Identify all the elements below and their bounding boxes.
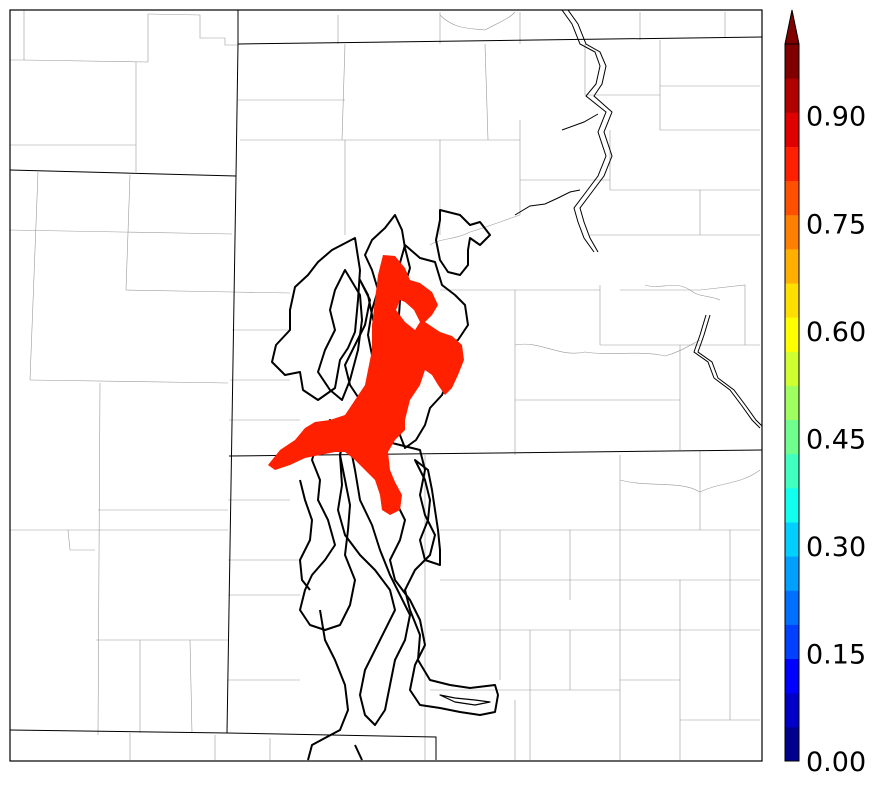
colorbar-extend-arrow bbox=[784, 9, 800, 45]
colorbar-tick-label: 0.15 bbox=[806, 639, 866, 670]
colorbar-frame bbox=[784, 44, 800, 762]
missouri-river bbox=[514, 9, 763, 429]
colorbar-segment bbox=[785, 556, 799, 591]
colorbar-segment bbox=[785, 624, 799, 660]
colorbar-segment bbox=[785, 487, 799, 523]
colorbar-segment bbox=[785, 726, 799, 762]
colorbar-tick-label: 0.60 bbox=[806, 317, 866, 348]
colorbar-segment bbox=[785, 522, 799, 557]
colorbar-segment bbox=[785, 419, 799, 455]
colorbar-segment bbox=[785, 112, 799, 147]
colorbar-segment bbox=[785, 248, 799, 284]
colorbar-segment bbox=[785, 44, 799, 79]
colorbar-segment bbox=[785, 692, 799, 728]
colorbar-segment bbox=[785, 453, 799, 489]
colorbar-tick-label: 0.00 bbox=[806, 747, 866, 778]
colorbar-segment bbox=[785, 385, 799, 421]
colorbar-segment bbox=[785, 351, 799, 386]
colorbar-tick-label: 0.75 bbox=[806, 209, 866, 240]
colorbar-segment bbox=[785, 658, 799, 694]
colorbar-tick-label: 0.90 bbox=[806, 102, 866, 133]
colorbar-segment bbox=[785, 283, 799, 318]
county-boundaries bbox=[9, 10, 761, 760]
colorbar-segment bbox=[785, 317, 799, 352]
colorbar-segment bbox=[785, 78, 799, 113]
colorbar-segment bbox=[785, 214, 799, 250]
colorbar: 0.00 0.15 0.30 0.45 0.60 0.75 0.90 bbox=[784, 9, 866, 778]
colorbar-tick-label: 0.30 bbox=[806, 532, 866, 563]
colorbar-tick-label: 0.45 bbox=[806, 424, 866, 455]
map-frame bbox=[9, 9, 763, 762]
colorbar-segment bbox=[785, 146, 799, 182]
colorbar-segment bbox=[785, 590, 799, 625]
colorbar-segment bbox=[785, 180, 799, 216]
probability-shading bbox=[268, 255, 464, 515]
